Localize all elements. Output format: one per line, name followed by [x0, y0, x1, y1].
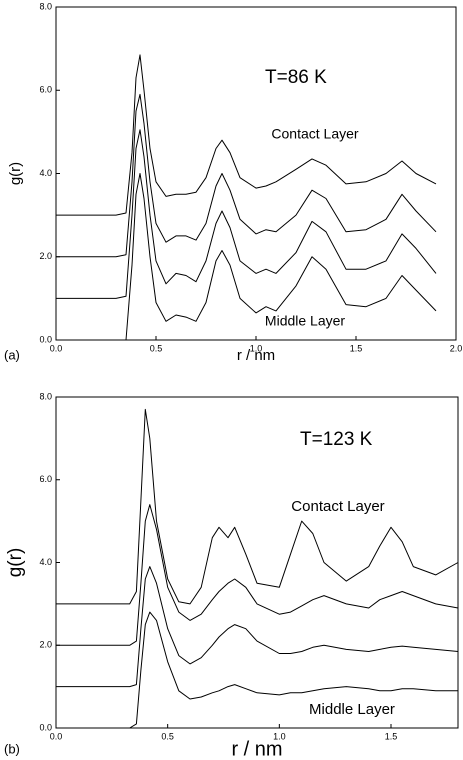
curve — [56, 129, 437, 299]
y-tick-label: 2.0 — [39, 251, 52, 261]
panel-label: (b) — [4, 741, 20, 756]
curve — [56, 408, 459, 605]
annotation: Middle Layer — [309, 701, 395, 718]
x-tick-label: 1.5 — [350, 343, 363, 353]
curve — [56, 173, 437, 341]
temperature-label: T=123 K — [300, 429, 373, 450]
y-tick-label: 0.0 — [39, 334, 52, 344]
annotation: Contact Layer — [271, 126, 358, 142]
x-tick-label: 1.0 — [273, 731, 286, 741]
x-tick-label: 0.5 — [161, 731, 174, 741]
y-tick-label: 4.0 — [39, 557, 52, 567]
curve — [56, 54, 437, 216]
x-tick-label: 0.5 — [150, 343, 163, 353]
x-tick-label: 0.0 — [50, 343, 63, 353]
temperature-label: T=86 K — [265, 67, 327, 88]
x-axis-label: r / nm — [231, 738, 282, 760]
panel-label: (a) — [4, 347, 20, 362]
y-tick-label: 6.0 — [39, 85, 52, 95]
y-tick-label: 8.0 — [39, 1, 52, 11]
curve — [56, 611, 458, 729]
y-axis-label: g(r) — [5, 548, 26, 578]
x-tick-label: 0.0 — [50, 731, 63, 741]
plot-frame — [55, 6, 457, 341]
y-tick-label: 8.0 — [39, 391, 52, 401]
x-tick-label: 2.0 — [450, 343, 463, 353]
annotation: Middle Layer — [265, 313, 345, 329]
annotation: Contact Layer — [291, 498, 384, 515]
x-tick-label: 1.0 — [250, 343, 263, 353]
curve — [56, 93, 437, 258]
y-axis-label: g(r) — [7, 162, 24, 185]
y-tick-label: 6.0 — [39, 474, 52, 484]
plot-frame — [55, 396, 459, 729]
y-tick-label: 4.0 — [39, 168, 52, 178]
y-tick-label: 0.0 — [39, 722, 52, 732]
y-tick-label: 2.0 — [39, 640, 52, 650]
x-tick-label: 1.5 — [385, 731, 398, 741]
curve — [56, 504, 459, 646]
x-axis-label: r / nm — [237, 347, 275, 364]
curve — [56, 566, 459, 688]
